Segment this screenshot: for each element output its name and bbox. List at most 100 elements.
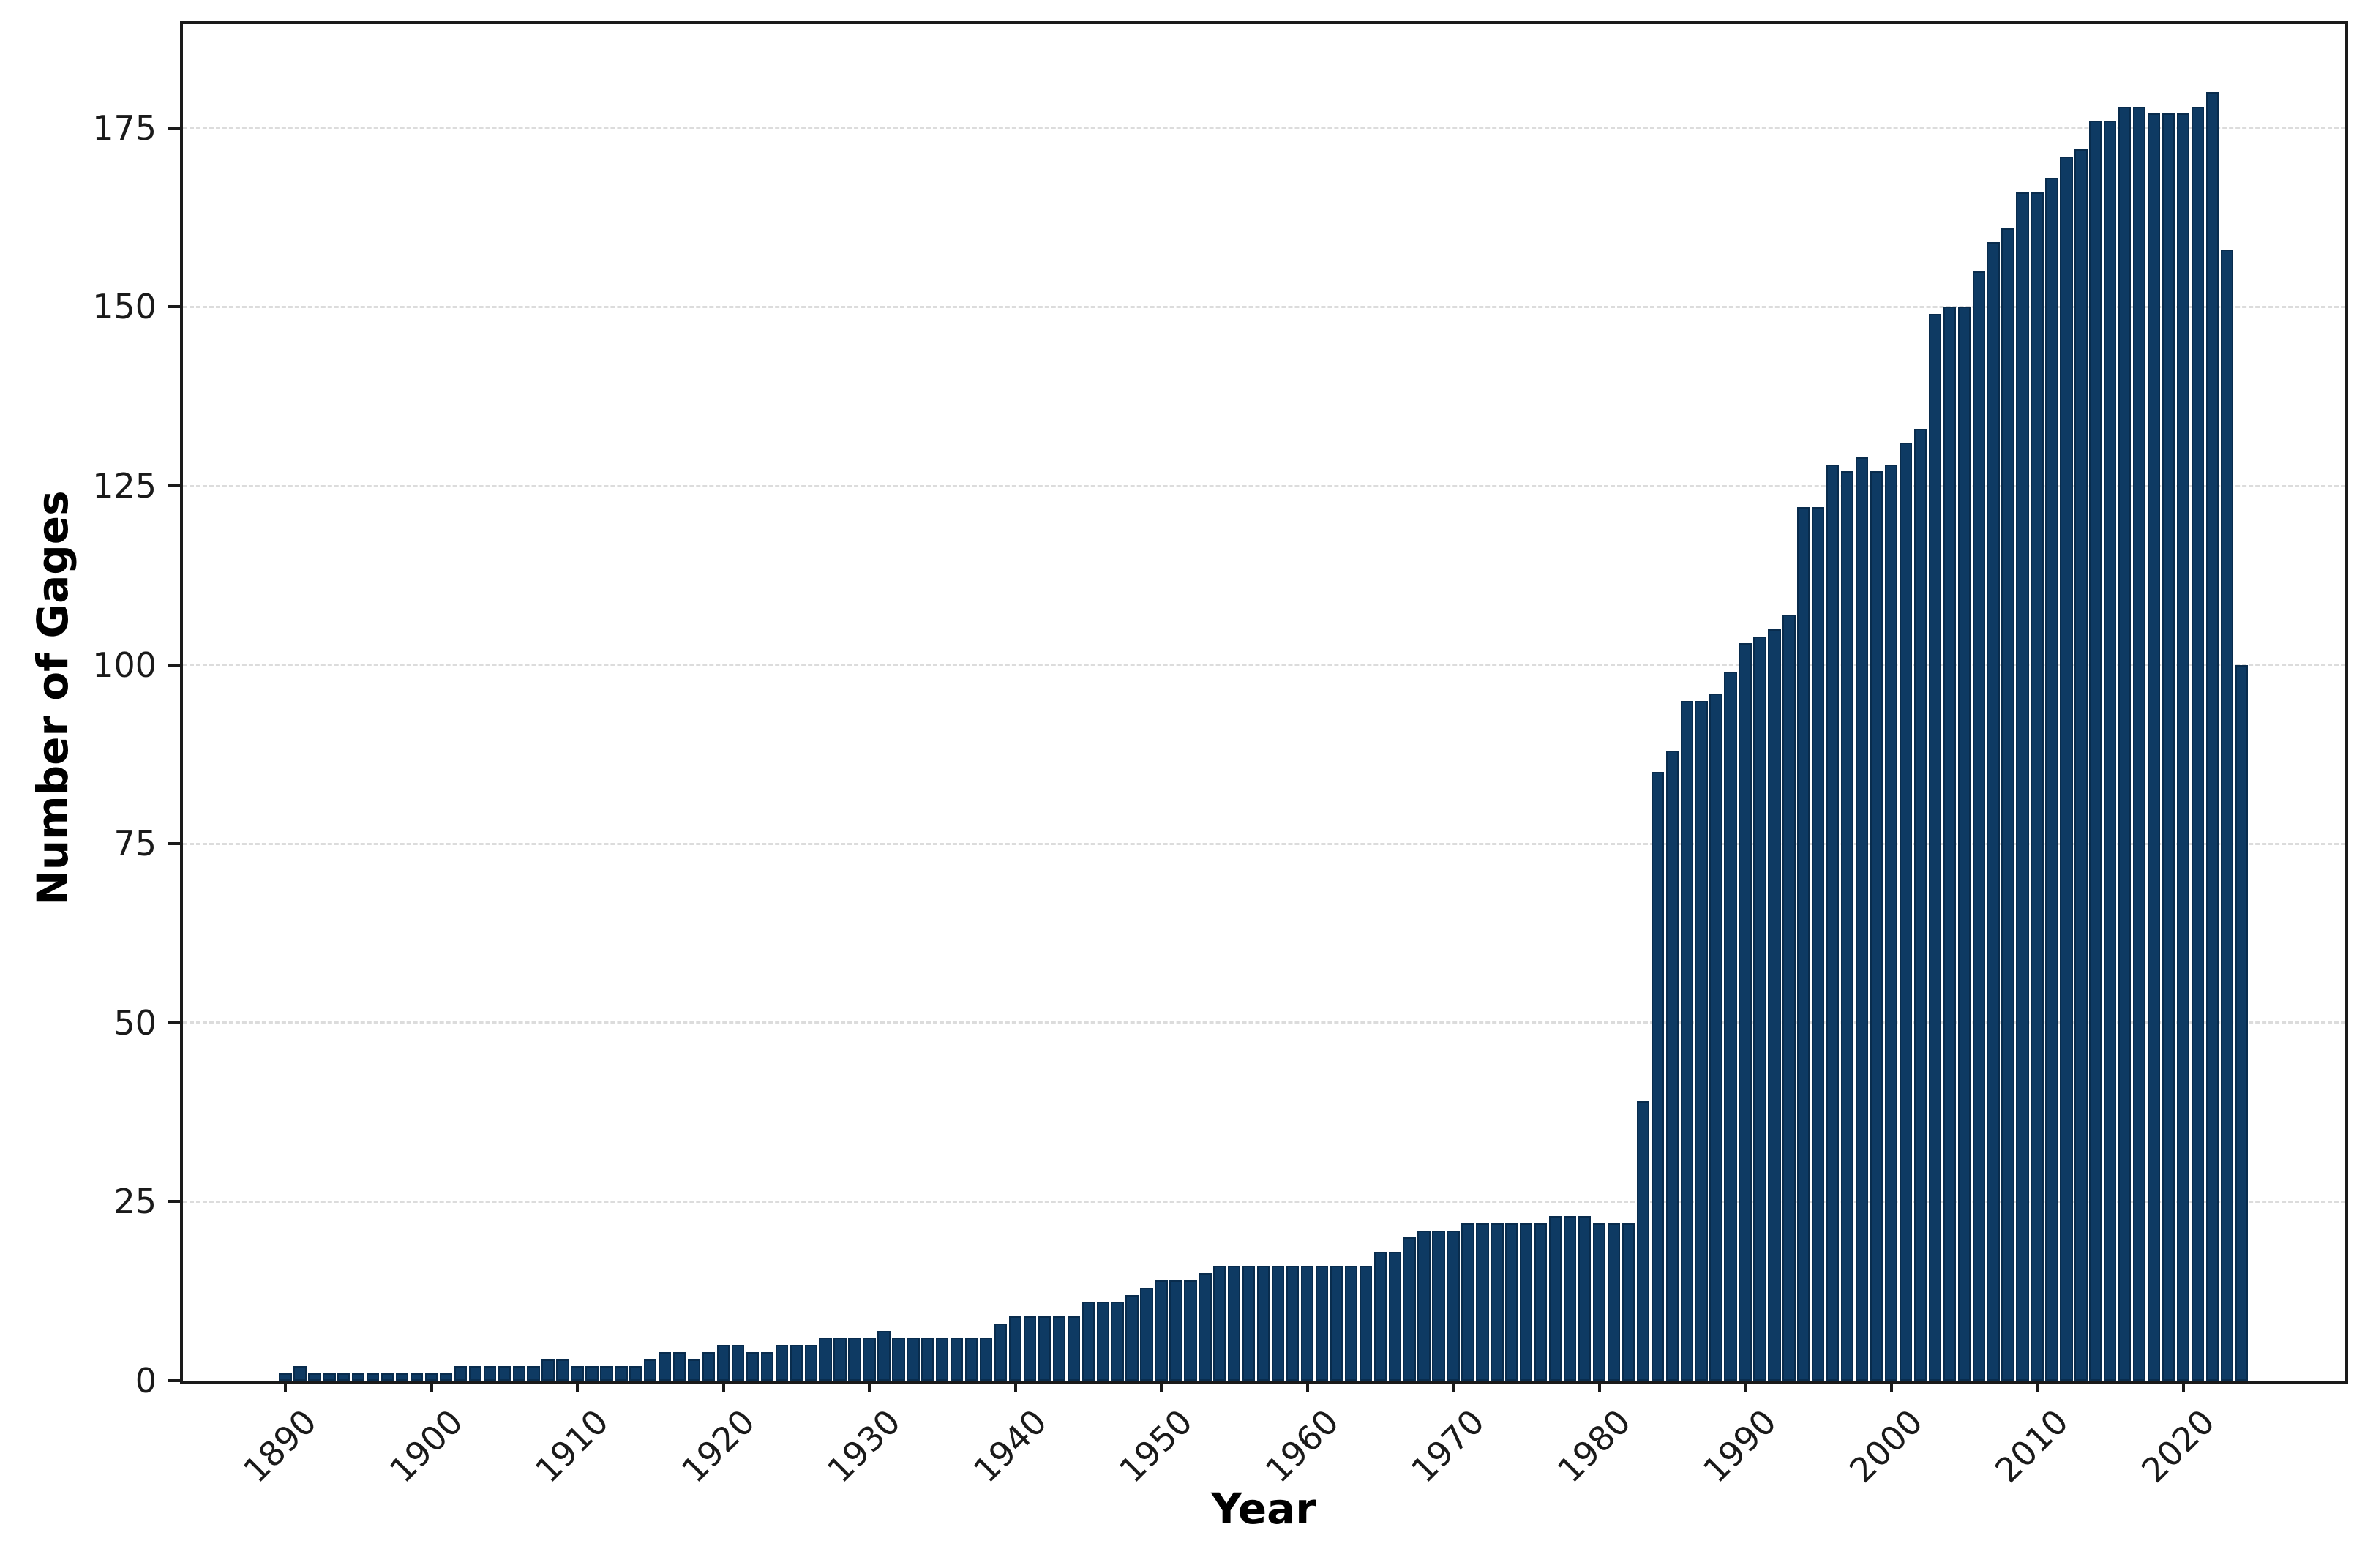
y-tick-mark-150 bbox=[168, 305, 180, 309]
bar-1944 bbox=[1067, 1316, 1080, 1381]
bar-1898 bbox=[395, 1373, 409, 1381]
gridline-y-150 bbox=[183, 305, 2345, 308]
bar-1914 bbox=[629, 1366, 642, 1381]
x-tick-mark-1960 bbox=[1305, 1381, 1309, 1392]
bar-1912 bbox=[600, 1366, 613, 1381]
bar-1942 bbox=[1038, 1316, 1051, 1381]
x-tick-label-1900: 1900 bbox=[381, 1401, 471, 1490]
x-tick-mark-1950 bbox=[1160, 1381, 1163, 1392]
bar-1948 bbox=[1125, 1294, 1139, 1381]
bar-1923 bbox=[760, 1351, 774, 1381]
bar-1937 bbox=[964, 1338, 978, 1381]
y-tick-mark-100 bbox=[168, 663, 180, 667]
bar-1926 bbox=[804, 1345, 817, 1381]
bar-1965 bbox=[1373, 1251, 1387, 1381]
bar-2000 bbox=[1884, 464, 1898, 1381]
bar-1951 bbox=[1169, 1280, 1182, 1381]
x-tick-mark-1930 bbox=[868, 1381, 871, 1392]
y-tick-label-175: 175 bbox=[92, 108, 157, 148]
x-axis-label: Year bbox=[1211, 1484, 1316, 1534]
bar-1896 bbox=[367, 1373, 380, 1381]
bar-2021 bbox=[2191, 106, 2205, 1381]
x-tick-mark-1940 bbox=[1013, 1381, 1017, 1392]
bar-1913 bbox=[615, 1366, 628, 1381]
y-tick-label-25: 25 bbox=[113, 1182, 157, 1222]
bar-2002 bbox=[1913, 428, 1927, 1381]
x-tick-mark-2010 bbox=[2036, 1381, 2039, 1392]
bar-1945 bbox=[1081, 1302, 1095, 1381]
bar-1960 bbox=[1300, 1266, 1314, 1381]
bar-1924 bbox=[775, 1345, 788, 1381]
bar-2004 bbox=[1943, 307, 1956, 1381]
y-tick-label-150: 150 bbox=[92, 287, 157, 327]
bar-1917 bbox=[672, 1351, 686, 1381]
bar-1920 bbox=[716, 1345, 730, 1381]
bar-1978 bbox=[1563, 1215, 1577, 1381]
x-tick-mark-1990 bbox=[1744, 1381, 1747, 1392]
bar-1991 bbox=[1753, 636, 1766, 1381]
bar-1969 bbox=[1432, 1230, 1445, 1381]
bar-1891 bbox=[293, 1366, 307, 1381]
bar-2008 bbox=[2001, 228, 2014, 1381]
bar-1910 bbox=[571, 1366, 584, 1381]
bar-2006 bbox=[1972, 271, 1985, 1381]
bar-1901 bbox=[439, 1373, 453, 1381]
bar-1900 bbox=[424, 1373, 438, 1381]
bar-2014 bbox=[2089, 121, 2102, 1381]
bar-1946 bbox=[1096, 1302, 1109, 1381]
bar-1954 bbox=[1213, 1266, 1226, 1381]
bar-2015 bbox=[2104, 121, 2117, 1381]
bar-1981 bbox=[1607, 1223, 1621, 1381]
bar-1964 bbox=[1359, 1266, 1372, 1381]
bar-1895 bbox=[352, 1373, 365, 1381]
bar-1989 bbox=[1724, 672, 1737, 1381]
bar-2023 bbox=[2220, 250, 2234, 1381]
bar-1973 bbox=[1491, 1223, 1504, 1381]
bar-1999 bbox=[1870, 471, 1883, 1381]
bar-1984 bbox=[1651, 772, 1664, 1381]
bar-1932 bbox=[892, 1338, 905, 1381]
bar-2011 bbox=[2045, 178, 2058, 1381]
bar-1905 bbox=[498, 1366, 511, 1381]
bar-1894 bbox=[337, 1373, 350, 1381]
bar-1938 bbox=[979, 1338, 993, 1381]
x-tick-mark-2020 bbox=[2181, 1381, 2185, 1392]
bar-1950 bbox=[1155, 1280, 1168, 1381]
x-tick-mark-1900 bbox=[430, 1381, 433, 1392]
gridline-y-50 bbox=[183, 1021, 2345, 1024]
bar-1909 bbox=[556, 1359, 569, 1381]
x-tick-label-1930: 1930 bbox=[819, 1401, 908, 1490]
bar-1919 bbox=[702, 1351, 716, 1381]
y-tick-mark-50 bbox=[168, 1021, 180, 1024]
x-tick-label-2000: 2000 bbox=[1841, 1401, 1930, 1490]
bar-2013 bbox=[2074, 149, 2088, 1381]
bar-2012 bbox=[2060, 157, 2073, 1381]
bar-1953 bbox=[1199, 1273, 1212, 1381]
bar-1902 bbox=[454, 1366, 468, 1381]
bar-1979 bbox=[1578, 1215, 1592, 1381]
gridline-y-25 bbox=[183, 1200, 2345, 1203]
bar-1975 bbox=[1520, 1223, 1533, 1381]
bar-2019 bbox=[2162, 113, 2175, 1381]
y-tick-mark-125 bbox=[168, 484, 180, 488]
bar-1908 bbox=[541, 1359, 555, 1381]
bar-1982 bbox=[1622, 1223, 1635, 1381]
bar-1916 bbox=[659, 1351, 672, 1381]
bar-1972 bbox=[1476, 1223, 1489, 1381]
bar-1985 bbox=[1665, 751, 1679, 1381]
bar-1986 bbox=[1680, 700, 1693, 1381]
bar-1940 bbox=[1008, 1316, 1022, 1381]
gridline-y-125 bbox=[183, 484, 2345, 487]
bar-1961 bbox=[1315, 1266, 1329, 1381]
bar-1933 bbox=[907, 1338, 920, 1381]
y-tick-label-0: 0 bbox=[135, 1361, 157, 1400]
bar-1957 bbox=[1256, 1266, 1270, 1381]
bar-1949 bbox=[1140, 1287, 1153, 1381]
bar-2005 bbox=[1957, 307, 1971, 1381]
bar-2001 bbox=[1899, 443, 1913, 1381]
bar-1925 bbox=[790, 1345, 803, 1381]
bar-1983 bbox=[1636, 1101, 1650, 1381]
gridline-y-75 bbox=[183, 842, 2345, 845]
x-tick-mark-2000 bbox=[1889, 1381, 1893, 1392]
